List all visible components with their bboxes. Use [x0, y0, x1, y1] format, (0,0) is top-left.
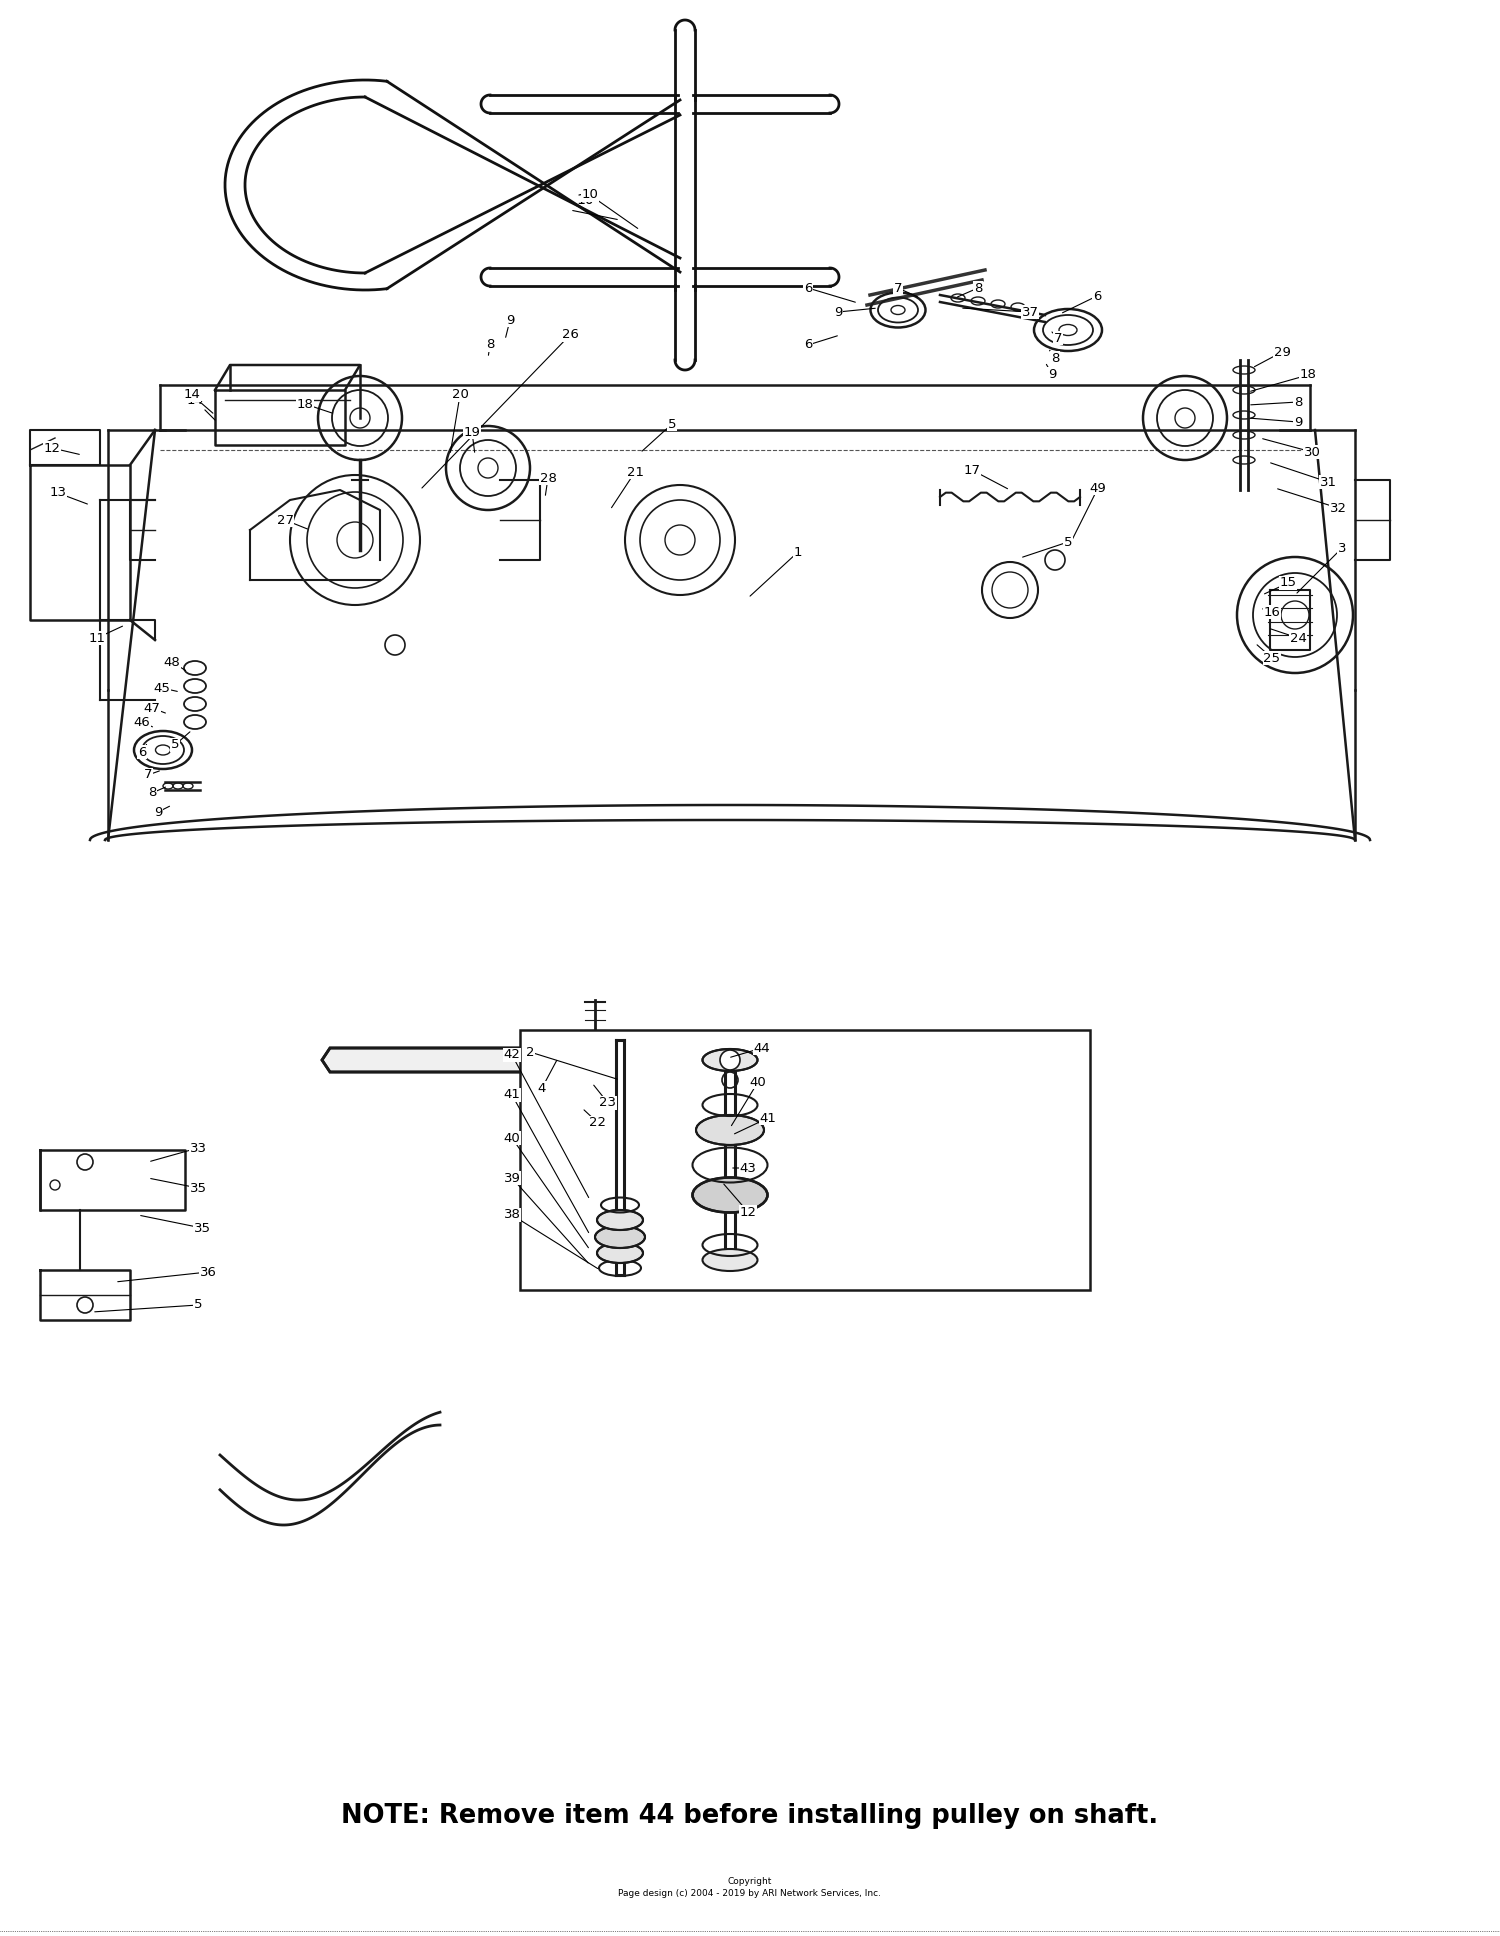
Text: 48: 48	[164, 656, 180, 668]
Text: 6: 6	[804, 339, 812, 352]
Text: 7: 7	[1053, 331, 1062, 345]
Text: 18: 18	[1299, 368, 1317, 381]
Polygon shape	[322, 1047, 809, 1073]
Text: 6: 6	[804, 281, 812, 294]
Text: 36: 36	[200, 1266, 216, 1278]
Text: 6: 6	[138, 745, 146, 759]
Text: 45: 45	[153, 681, 171, 695]
Text: 10: 10	[576, 194, 594, 207]
Text: 43: 43	[740, 1162, 756, 1175]
Text: 33: 33	[189, 1142, 207, 1154]
Text: 44: 44	[753, 1042, 771, 1055]
Text: 20: 20	[452, 389, 468, 401]
Text: Page design (c) 2004 - 2019 by ARI Network Services, Inc.: Page design (c) 2004 - 2019 by ARI Netwo…	[618, 1890, 882, 1897]
Ellipse shape	[702, 1049, 758, 1071]
Text: 18: 18	[297, 397, 314, 410]
Text: 8: 8	[486, 339, 494, 352]
Text: 40: 40	[504, 1131, 520, 1144]
Text: 13: 13	[50, 486, 66, 499]
Text: 8: 8	[1294, 395, 1302, 408]
Text: 1: 1	[794, 546, 802, 558]
Text: 9: 9	[1294, 416, 1302, 428]
Text: ARI PartStream™: ARI PartStream™	[642, 1074, 858, 1094]
Text: 35: 35	[189, 1181, 207, 1195]
Text: 10: 10	[582, 188, 598, 201]
Text: 46: 46	[134, 716, 150, 728]
Text: 14: 14	[186, 393, 204, 407]
Text: 8: 8	[974, 281, 982, 294]
Text: 25: 25	[1263, 652, 1281, 664]
Text: 6: 6	[1094, 290, 1101, 302]
Text: 4: 4	[538, 1082, 546, 1094]
Text: 27: 27	[276, 513, 294, 527]
Ellipse shape	[693, 1177, 768, 1212]
Text: 47: 47	[144, 701, 160, 714]
Text: 7: 7	[144, 769, 153, 782]
Text: 19: 19	[464, 426, 480, 438]
Text: 49: 49	[1089, 482, 1107, 494]
Ellipse shape	[597, 1243, 644, 1262]
Text: 37: 37	[1022, 306, 1038, 319]
Text: 5: 5	[668, 418, 676, 430]
Text: NOTE: Remove item 44 before installing pulley on shaft.: NOTE: Remove item 44 before installing p…	[342, 1802, 1158, 1830]
Text: 11: 11	[88, 631, 105, 645]
Text: 5: 5	[1064, 536, 1072, 548]
Text: 9: 9	[154, 805, 162, 819]
Text: 32: 32	[1329, 501, 1347, 515]
Text: 31: 31	[1320, 476, 1336, 488]
Text: 26: 26	[561, 329, 579, 341]
Text: 41: 41	[504, 1088, 520, 1102]
Text: 8: 8	[1052, 352, 1059, 364]
Bar	[520, 1030, 1090, 1289]
Text: 35: 35	[194, 1222, 210, 1235]
Text: 9: 9	[834, 306, 842, 319]
Text: 28: 28	[540, 472, 556, 484]
Text: Copyright: Copyright	[728, 1876, 772, 1886]
Text: 17: 17	[963, 463, 981, 476]
Ellipse shape	[597, 1210, 644, 1229]
Text: 14: 14	[183, 389, 201, 401]
Text: 42: 42	[504, 1049, 520, 1061]
Text: 3: 3	[1338, 542, 1347, 554]
Text: 15: 15	[1280, 577, 1296, 589]
Text: 40: 40	[750, 1076, 766, 1088]
Text: 7: 7	[894, 281, 903, 294]
Text: 41: 41	[759, 1111, 777, 1125]
Text: 23: 23	[600, 1096, 616, 1109]
Text: 12: 12	[44, 441, 60, 455]
Text: 9: 9	[1048, 368, 1056, 381]
Circle shape	[720, 1049, 740, 1071]
Text: 29: 29	[1274, 345, 1290, 358]
Text: 30: 30	[1304, 445, 1320, 459]
Text: 16: 16	[1263, 606, 1281, 618]
Text: 39: 39	[504, 1171, 520, 1185]
Text: 5: 5	[171, 738, 180, 751]
Text: 21: 21	[627, 465, 644, 478]
Ellipse shape	[696, 1115, 764, 1144]
Text: 22: 22	[590, 1117, 606, 1129]
Ellipse shape	[596, 1225, 645, 1249]
Text: 12: 12	[740, 1206, 756, 1218]
Text: 8: 8	[148, 786, 156, 800]
Text: 38: 38	[504, 1208, 520, 1222]
Text: 2: 2	[525, 1045, 534, 1059]
Text: 5: 5	[194, 1299, 202, 1311]
Text: 9: 9	[506, 314, 515, 327]
Text: 24: 24	[1290, 631, 1306, 645]
Ellipse shape	[702, 1249, 758, 1272]
